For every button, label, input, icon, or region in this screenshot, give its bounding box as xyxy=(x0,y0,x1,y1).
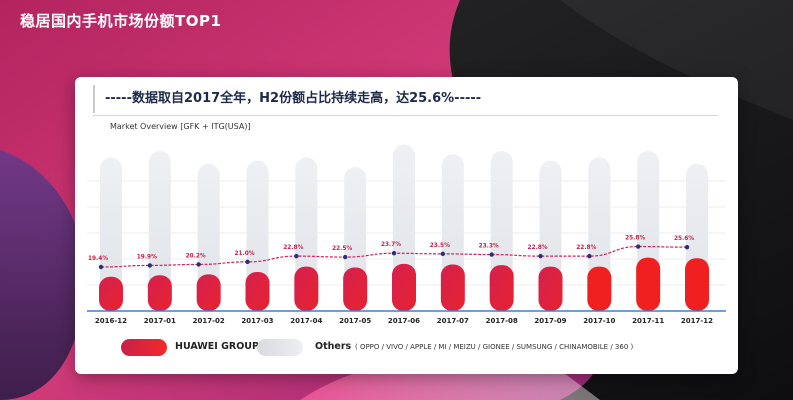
card-headline: -----数据取自2017全年，H2份额占比持续走高，达25.6%----- xyxy=(105,91,482,106)
data-point xyxy=(294,253,299,259)
x-tick-label: 2017-07 xyxy=(437,317,469,325)
data-point xyxy=(489,252,494,257)
data-label: 21.0% xyxy=(234,251,254,257)
x-tick-label: 2016-12 xyxy=(95,317,127,325)
legend-swatch-others xyxy=(257,339,303,356)
x-tick-label: 2017-11 xyxy=(632,317,664,325)
huawei-bar xyxy=(343,267,368,311)
headline-divider xyxy=(93,115,718,116)
legend-detail-others: ( OPPO / VIVO / APPLE / MI / MEIZU / GIO… xyxy=(355,343,634,351)
x-tick-label: 2017-12 xyxy=(681,317,713,325)
data-point xyxy=(391,251,397,256)
huawei-bar xyxy=(685,258,709,311)
x-tick-label: 2017-09 xyxy=(534,317,566,325)
huawei-bar xyxy=(538,266,563,311)
x-tick-label: 2017-06 xyxy=(388,317,420,325)
data-point xyxy=(587,253,592,259)
x-tick-label: 2017-04 xyxy=(290,317,322,325)
x-tick-label: 2017-08 xyxy=(486,317,518,325)
others-bar xyxy=(148,151,171,311)
huawei-bar xyxy=(587,266,612,311)
x-tick-label: 2017-10 xyxy=(583,317,615,325)
data-label: 22.8% xyxy=(283,245,303,251)
data-point xyxy=(635,244,641,249)
x-tick-label: 2017-03 xyxy=(241,317,273,325)
data-label: 22.5% xyxy=(332,246,352,252)
data-label: 22.8% xyxy=(576,245,596,251)
x-tick-label: 2017-02 xyxy=(193,317,225,325)
others-bar xyxy=(197,163,220,311)
legend-label-others: Others xyxy=(315,341,352,352)
huawei-bar xyxy=(245,272,270,311)
data-label: 19.4% xyxy=(88,256,108,262)
data-point xyxy=(538,253,543,259)
data-point xyxy=(684,244,690,250)
data-point xyxy=(245,259,250,265)
data-label: 22.8% xyxy=(527,245,547,251)
data-label: 23.5% xyxy=(430,243,450,249)
slide-title: 稳居国内手机市场份额TOP1 xyxy=(20,12,222,30)
huawei-bar xyxy=(196,274,221,311)
data-point xyxy=(440,251,446,257)
legend-label-huawei: HUAWEI GROUP xyxy=(175,341,259,352)
huawei-bar xyxy=(489,265,514,311)
legend-swatch-huawei xyxy=(121,339,167,356)
huawei-bar xyxy=(147,275,172,311)
data-point xyxy=(196,262,201,267)
share-chart: 19.4% 2016-12 19.9% 2017-01 20.2% 2017-02 21.0… xyxy=(87,144,726,325)
data-label: 25.8% xyxy=(625,236,645,242)
data-label: 23.7% xyxy=(381,242,401,248)
huawei-bar xyxy=(99,276,123,311)
huawei-bar xyxy=(392,263,416,311)
huawei-bar xyxy=(636,257,661,311)
chart-card: -----数据取自2017全年，H2份额占比持续走高，达25.6%----- M… xyxy=(75,77,738,374)
data-point xyxy=(147,263,153,268)
others-bar xyxy=(100,157,122,311)
chart-subtitle: Market Overview [GFK + ITG(USA)] xyxy=(110,122,251,131)
headline-accent-bar xyxy=(93,85,95,113)
x-tick-label: 2017-05 xyxy=(339,317,371,325)
x-tick-label: 2017-01 xyxy=(144,317,176,325)
huawei-bar xyxy=(294,266,319,311)
data-label: 25.6% xyxy=(674,236,694,242)
data-label: 20.2% xyxy=(186,253,206,259)
data-point xyxy=(342,254,348,260)
data-point xyxy=(98,264,104,270)
data-label: 19.9% xyxy=(137,254,157,260)
data-label: 23.3% xyxy=(479,244,499,250)
huawei-bar xyxy=(440,264,465,311)
